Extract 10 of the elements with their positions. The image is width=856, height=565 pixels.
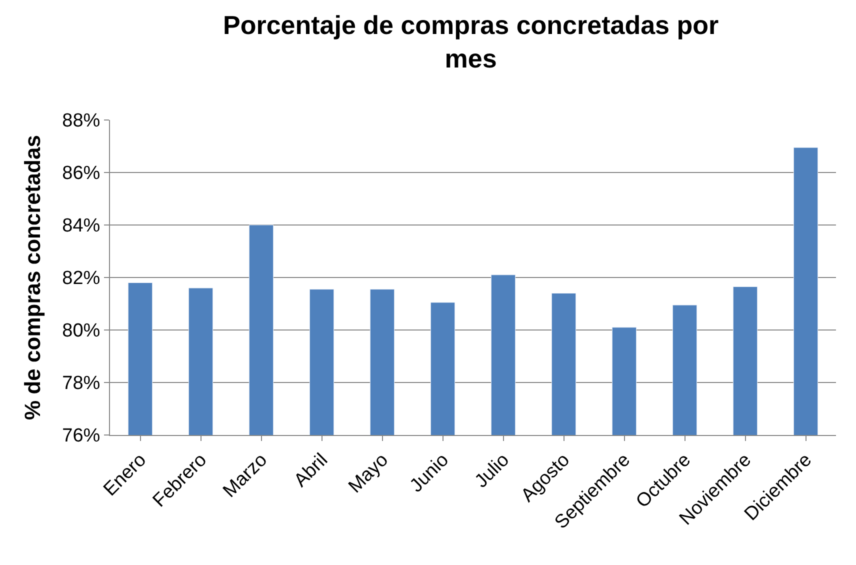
y-tick-label: 82% <box>62 268 100 290</box>
y-tick-label: 84% <box>62 216 100 237</box>
y-tick-label: 88% <box>62 110 100 132</box>
y-tick-label: 86% <box>62 163 100 184</box>
x-tick-label: Julio <box>471 450 514 492</box>
y-tick-label: 80% <box>62 320 100 342</box>
chart-title: Porcentaje de compras concretadas por mes <box>222 10 719 74</box>
y-axis-title: % de compras concretadas <box>20 135 45 420</box>
y-tick-label: 78% <box>62 373 100 394</box>
y-tick-label: 76% <box>62 426 100 447</box>
